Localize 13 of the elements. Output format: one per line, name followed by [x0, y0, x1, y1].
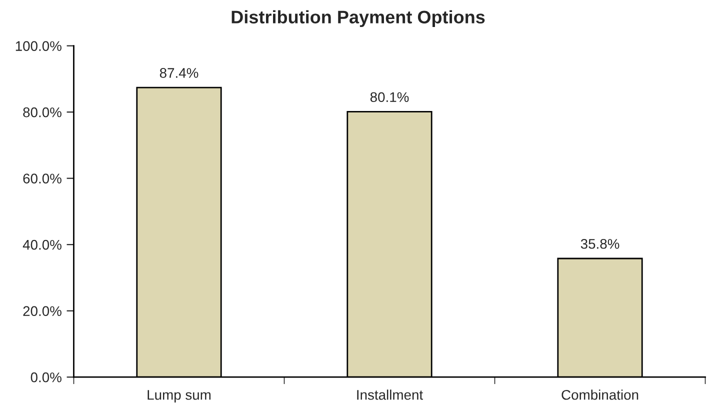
y-tick-label: 0.0% — [30, 372, 62, 382]
x-tick-label: Installment — [357, 390, 423, 400]
y-tick-label: 20.0% — [23, 306, 62, 316]
y-tick-label: 100.0% — [16, 41, 62, 51]
data-label: 80.1% — [370, 92, 409, 102]
y-tick-label: 60.0% — [23, 174, 62, 184]
chart-title: Distribution Payment Options — [232, 10, 485, 28]
data-label: 35.8% — [580, 238, 620, 249]
x-tick-label: Lump sum — [148, 390, 211, 403]
y-tick-label: 40.0% — [22, 240, 62, 250]
x-tick-label: Combination — [562, 390, 638, 400]
y-tick-label: 80.0% — [23, 107, 62, 118]
data-label: 87.4% — [160, 68, 198, 78]
